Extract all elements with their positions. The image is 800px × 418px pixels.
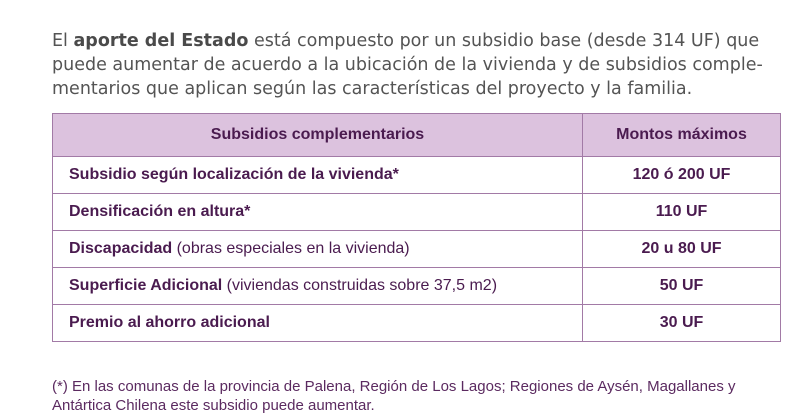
row-concept: Discapacidad (obras especiales en la viv… bbox=[52, 230, 583, 268]
row-amount: 30 UF bbox=[582, 304, 781, 342]
concept-label: Densificación en altura* bbox=[69, 203, 251, 220]
row-amount: 20 u 80 UF bbox=[582, 230, 781, 268]
table-row: Premio al ahorro adicional 30 UF bbox=[52, 304, 781, 342]
row-concept: Densificación en altura* bbox=[52, 193, 583, 231]
header-amount: Montos máximos bbox=[582, 113, 781, 157]
intro-paragraph: El aporte del Estado está compuesto por … bbox=[52, 29, 792, 101]
table-row: Subsidio según localización de la vivien… bbox=[52, 156, 781, 194]
table-row: Superficie Adicional (viviendas construi… bbox=[52, 267, 781, 305]
row-amount: 120 ó 200 UF bbox=[582, 156, 781, 194]
row-concept: Superficie Adicional (viviendas construi… bbox=[52, 267, 583, 305]
footnote: (*) En las comunas de la provincia de Pa… bbox=[52, 378, 736, 414]
intro-rest: está compuesto por un subsidio base (des… bbox=[52, 30, 763, 99]
concept-label: Discapacidad bbox=[69, 240, 173, 257]
row-concept: Subsidio según localización de la vivien… bbox=[52, 156, 583, 194]
concept-label: Superficie Adicional bbox=[69, 277, 223, 294]
concept-label: Premio al ahorro adicional bbox=[69, 314, 270, 331]
header-concept: Subsidios complementarios bbox=[52, 113, 583, 157]
table-row: Discapacidad (obras especiales en la viv… bbox=[52, 230, 781, 268]
row-amount: 50 UF bbox=[582, 267, 781, 305]
row-amount: 110 UF bbox=[582, 193, 781, 231]
concept-note: (obras especiales en la vivienda) bbox=[172, 240, 410, 257]
concept-label: Subsidio según localización de la vivien… bbox=[69, 166, 399, 183]
table-header-row: Subsidios complementarios Montos máximos bbox=[52, 113, 781, 157]
row-concept: Premio al ahorro adicional bbox=[52, 304, 583, 342]
table-row: Densificación en altura* 110 UF bbox=[52, 193, 781, 231]
intro-highlight: aporte del Estado bbox=[73, 30, 249, 51]
concept-note: (viviendas construidas sobre 37,5 m2) bbox=[222, 277, 498, 294]
subsidies-table: Subsidios complementarios Montos máximos… bbox=[52, 113, 781, 342]
intro-prefix: El bbox=[52, 30, 74, 51]
